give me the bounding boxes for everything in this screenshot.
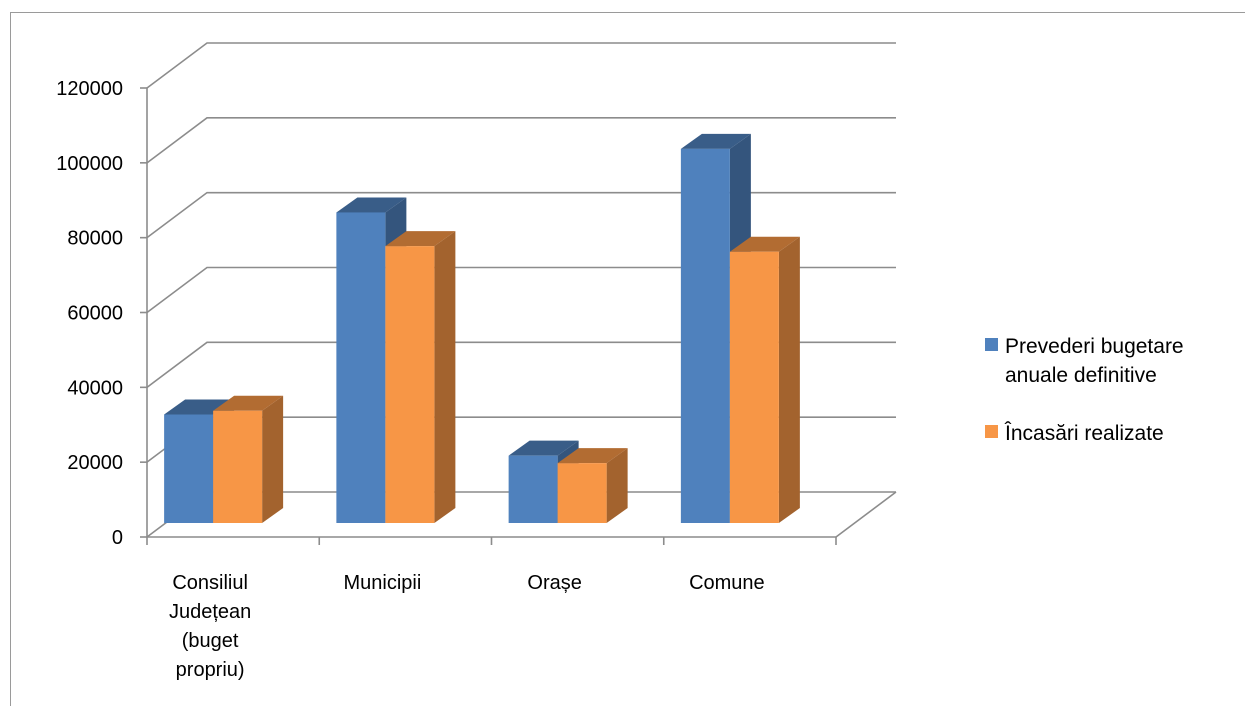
bar-top-face (336, 197, 407, 213)
gridline (146, 117, 896, 164)
legend-swatch (985, 338, 998, 351)
x-category-label: Orașe (527, 572, 581, 594)
x-category-label-line: Municipii (343, 572, 421, 594)
y-tick-label: 60000 (67, 303, 123, 325)
bar-side-face (434, 231, 456, 523)
bar-side-face (262, 395, 284, 523)
y-tick-label: 80000 (67, 228, 123, 250)
bar (508, 455, 558, 523)
bar-side-face (778, 236, 800, 523)
gridline (146, 42, 896, 89)
x-category-label-line: Județean (169, 601, 251, 623)
y-tick-label: 100000 (56, 153, 123, 175)
legend-swatch (985, 425, 998, 438)
x-category-label-line: propriu) (176, 659, 245, 681)
bar-top-face (557, 448, 628, 464)
x-category-label: Comune (689, 572, 765, 594)
bar (336, 212, 386, 524)
bar (680, 148, 730, 524)
legend-label-line: Încasări realizate (1004, 422, 1164, 445)
gridline (146, 191, 896, 239)
bar (729, 251, 779, 523)
legend-label: Încasări realizate (1004, 422, 1164, 445)
bar-top-face (385, 231, 456, 247)
bar (385, 246, 435, 523)
gridline (146, 341, 896, 388)
bar-side-face (606, 448, 628, 523)
floor-edge (835, 491, 897, 538)
x-category-label-line: Orașe (527, 572, 581, 594)
y-tick-label: 20000 (67, 452, 123, 474)
gridline (146, 266, 896, 314)
bar-top-face (213, 395, 284, 411)
x-category-label-line: (buget (182, 630, 239, 652)
x-category-label-line: Comune (689, 572, 765, 594)
legend-label: Prevederi bugetare anuale definitive (1005, 335, 1184, 387)
chart-frame (10, 12, 1245, 706)
x-category-label: Consiliul Județean (buget propriu) (169, 572, 251, 681)
bar (213, 410, 263, 523)
bar-top-face (508, 440, 579, 456)
bar-top-face (680, 133, 751, 149)
legend-label-line: anuale definitive (1005, 364, 1157, 387)
bar (557, 463, 607, 523)
y-tick-label: 0 (112, 527, 123, 549)
legend-label-line: Prevederi bugetare (1005, 335, 1184, 358)
y-tick-label: 40000 (67, 377, 123, 399)
bar-top-face (729, 236, 800, 252)
y-tick-label: 120000 (56, 78, 123, 100)
x-category-label-line: Consiliul (172, 572, 248, 594)
x-category-label: Municipii (343, 572, 421, 594)
bar (164, 414, 214, 523)
